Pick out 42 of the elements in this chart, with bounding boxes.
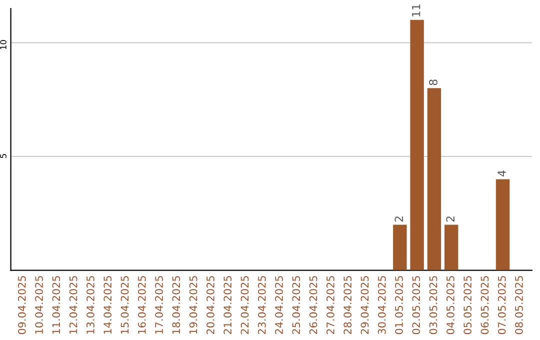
- bar: [410, 20, 424, 270]
- x-tick-label: 19.04.2025: [189, 276, 198, 334]
- x-tick-label: 10.04.2025: [35, 276, 43, 334]
- x-tick-label: 28.04.2025: [344, 276, 352, 334]
- x-tick-label: 20.04.2025: [206, 276, 214, 334]
- bar: [393, 224, 407, 270]
- x-tick-label: 24.04.2025: [275, 276, 283, 334]
- x-tick-label: 05.05.2025: [464, 276, 472, 334]
- x-tick-label: 29.04.2025: [360, 276, 369, 334]
- y-tick-label: 5: [0, 154, 6, 158]
- x-tick-label: 13.04.2025: [86, 276, 94, 334]
- x-tick-label: 22.04.2025: [240, 276, 249, 334]
- x-tick-label: 16.04.2025: [138, 276, 146, 334]
- x-tick-label: 04.05.2025: [446, 276, 454, 334]
- x-tick-label: 27.04.2025: [326, 276, 334, 334]
- x-tick-label: 25.04.2025: [292, 276, 300, 334]
- x-tick-label: 11.04.2025: [52, 276, 60, 334]
- x-tick-label: 02.05.2025: [412, 276, 420, 334]
- x-tick-label: 21.04.2025: [224, 276, 232, 334]
- data-label: 8: [429, 80, 438, 86]
- x-tick-label: 08.05.2025: [515, 276, 523, 334]
- bar: [444, 224, 458, 270]
- x-tick-label: 07.05.2025: [498, 276, 506, 334]
- x-tick-label: 23.04.2025: [258, 276, 266, 334]
- data-label: 2: [394, 216, 403, 222]
- data-label: 11: [412, 4, 420, 16]
- x-tick-label: 26.04.2025: [309, 276, 318, 334]
- x-tick-label: 03.05.2025: [429, 276, 438, 334]
- y-tick-label: 10: [0, 40, 6, 50]
- data-label: 2: [446, 216, 454, 222]
- x-tick-label: 14.04.2025: [104, 276, 112, 334]
- x-tick-label: 15.04.2025: [120, 276, 129, 334]
- x-tick-label: 18.04.2025: [172, 276, 180, 334]
- bar: [427, 88, 442, 270]
- x-tick-label: 12.04.2025: [69, 276, 78, 334]
- data-label: 4: [498, 170, 506, 176]
- x-tick-label: 06.05.2025: [480, 276, 489, 334]
- x-tick-label: 01.05.2025: [395, 276, 403, 334]
- bar: [496, 179, 510, 270]
- x-tick-label: 17.04.2025: [155, 276, 163, 334]
- x-tick-label: 09.04.2025: [18, 276, 26, 334]
- x-tick-label: 30.04.2025: [378, 276, 386, 334]
